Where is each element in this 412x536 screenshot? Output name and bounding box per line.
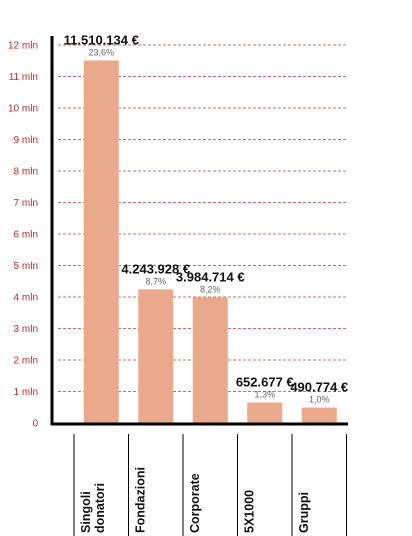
value-label: 4.243.928 € bbox=[121, 261, 190, 276]
y-tick-label: 11 mln bbox=[9, 72, 38, 83]
bar bbox=[301, 407, 337, 423]
category-label: Singoli bbox=[79, 491, 93, 533]
y-tick-label: 7 mln bbox=[14, 198, 38, 209]
percent-label: 1,0% bbox=[309, 395, 330, 405]
axes bbox=[50, 36, 348, 536]
y-tick-label: 4 mln bbox=[14, 293, 38, 304]
value-label: 490.774 € bbox=[290, 380, 348, 395]
bar bbox=[83, 60, 119, 423]
y-tick-label: 1 mln bbox=[14, 387, 38, 398]
value-label: 11.510.134 € bbox=[64, 32, 139, 47]
value-label: 652.677 € bbox=[236, 374, 294, 389]
value-label: 3.984.714 € bbox=[176, 269, 245, 284]
y-tick-label: 5 mln bbox=[14, 261, 38, 272]
percent-label: 8,7% bbox=[145, 276, 166, 286]
y-tick-label: 12 mln bbox=[8, 41, 38, 52]
category-label: Gruppi bbox=[297, 492, 311, 533]
y-tick-label: 8 mln bbox=[14, 167, 38, 178]
bar bbox=[192, 297, 228, 423]
y-axis-ticks: 0 1 mln 2 mln 3 mln 4 mln 5 mln 6 mln 7 mln 8 ml… bbox=[8, 41, 38, 430]
category-label: Corporate bbox=[188, 473, 202, 533]
bars: 11.510.134 €23,6% 4.243.928 €8,7% 3.984.71… bbox=[64, 32, 348, 423]
percent-label: 1,3% bbox=[254, 389, 275, 399]
x-axis-labels: Singoli donatori Fondazioni Corporate 5X1000… bbox=[79, 467, 311, 533]
category-label: donatori bbox=[93, 483, 107, 533]
gridlines bbox=[58, 44, 348, 392]
bar bbox=[247, 402, 283, 423]
y-tick-label: 2 mln bbox=[14, 356, 38, 367]
category-label: Fondazioni bbox=[134, 467, 148, 533]
bar bbox=[138, 289, 174, 423]
y-tick-label: 10 mln bbox=[8, 104, 38, 115]
percent-label: 23,6% bbox=[88, 47, 114, 57]
y-tick-label: 0 bbox=[32, 419, 38, 430]
y-tick-label: 3 mln bbox=[14, 324, 38, 335]
y-tick-label: 6 mln bbox=[14, 230, 38, 241]
percent-label: 8,2% bbox=[200, 284, 221, 294]
category-label: 5X1000 bbox=[243, 490, 257, 533]
y-tick-label: 9 mln bbox=[14, 135, 38, 146]
